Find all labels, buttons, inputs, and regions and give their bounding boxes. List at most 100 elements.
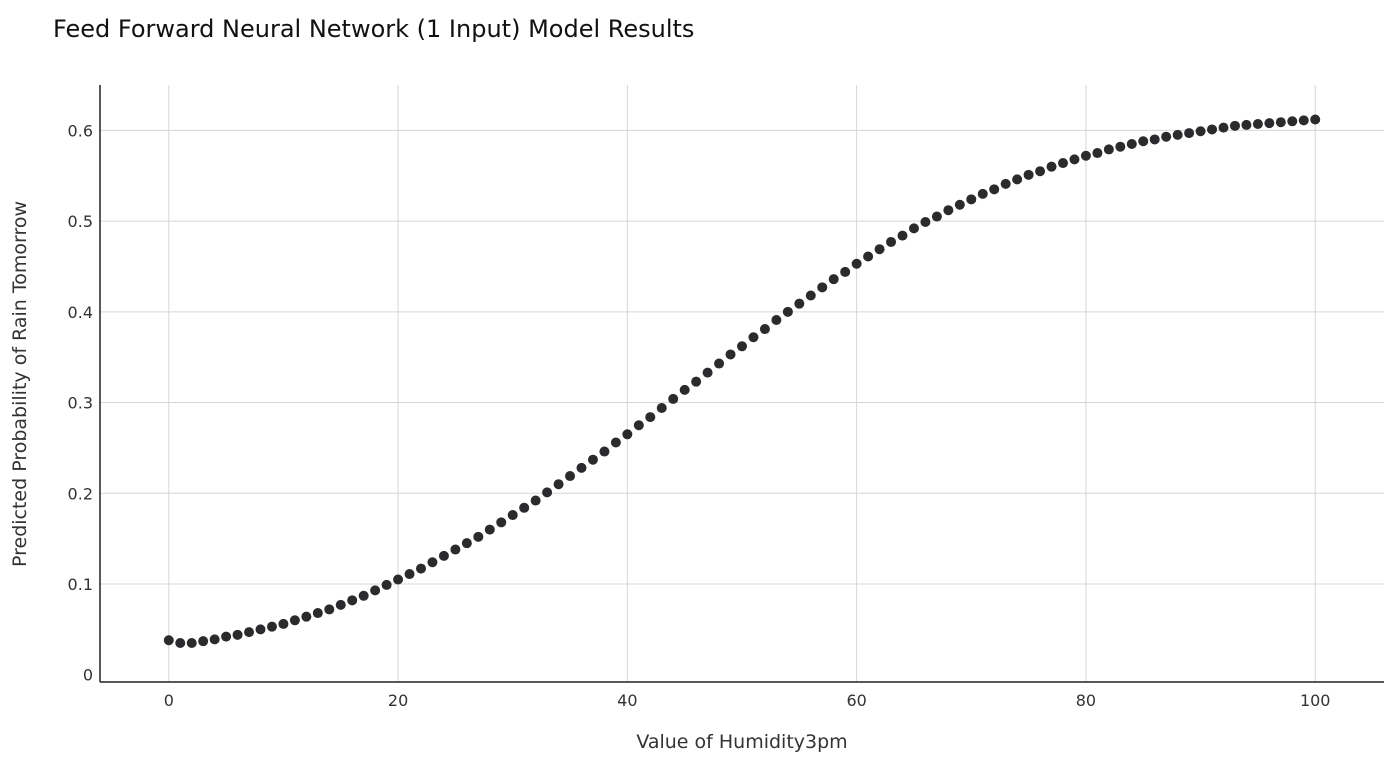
data-point: [324, 604, 335, 615]
data-point: [702, 367, 713, 378]
data-point: [232, 629, 243, 640]
data-point: [748, 332, 759, 343]
data-point: [255, 624, 266, 635]
data-point: [920, 217, 931, 228]
data-point: [633, 420, 644, 431]
data-point: [679, 384, 690, 395]
data-point: [977, 188, 988, 199]
data-point: [599, 446, 610, 457]
data-point: [1000, 178, 1011, 189]
data-point: [782, 306, 793, 317]
data-point: [1275, 117, 1286, 128]
data-point: [1310, 114, 1321, 125]
y-tick-label: 0.6: [68, 121, 93, 140]
data-point: [943, 205, 954, 216]
grid: [100, 85, 1384, 682]
data-point: [954, 199, 965, 210]
data-point: [759, 324, 770, 335]
data-point: [828, 274, 839, 285]
y-tick-label: 0.3: [68, 394, 93, 413]
data-point: [1264, 118, 1275, 129]
x-tick-label: 20: [388, 691, 408, 710]
data-point: [1035, 166, 1046, 177]
data-point: [186, 637, 197, 648]
data-point: [1252, 119, 1263, 130]
y-tick-label: 0.5: [68, 212, 93, 231]
data-point: [221, 631, 232, 642]
data-point: [209, 634, 220, 645]
data-point: [794, 298, 805, 309]
data-point: [645, 412, 656, 423]
data-point: [565, 471, 576, 482]
data-point: [1115, 141, 1126, 152]
data-point: [507, 510, 518, 521]
data-point: [622, 429, 633, 440]
data-point: [1080, 150, 1091, 161]
y-tick-label: 0.2: [68, 484, 93, 503]
data-point: [473, 531, 484, 542]
x-tick-label: 100: [1300, 691, 1331, 710]
data-point: [1046, 161, 1057, 172]
data-point: [335, 599, 346, 610]
data-point: [427, 557, 438, 568]
data-point: [668, 393, 679, 404]
data-point: [863, 251, 874, 262]
data-point: [656, 402, 667, 413]
data-point: [725, 349, 736, 360]
y-axis-title: Predicted Probability of Rain Tomorrow: [9, 201, 31, 567]
data-points: [163, 114, 1321, 648]
data-point: [897, 230, 908, 241]
data-point: [840, 266, 851, 277]
data-point: [1298, 115, 1309, 126]
y-tick-label: 0.4: [68, 303, 93, 322]
data-point: [610, 437, 621, 448]
data-point: [771, 314, 782, 325]
data-point: [381, 579, 392, 590]
data-point: [347, 595, 358, 606]
data-point: [737, 341, 747, 352]
data-point: [1287, 116, 1298, 127]
data-point: [587, 454, 598, 465]
y-tick-label: 0: [83, 666, 93, 685]
data-point: [1229, 120, 1240, 131]
x-tick-label: 0: [164, 691, 174, 710]
data-point: [805, 290, 816, 301]
data-point: [1126, 138, 1137, 149]
x-axis-title: Value of Humidity3pm: [636, 731, 847, 753]
data-point: [461, 538, 472, 549]
data-point: [289, 615, 300, 626]
data-point: [370, 585, 381, 596]
data-point: [416, 563, 426, 574]
data-point: [1241, 119, 1252, 130]
data-point: [1195, 126, 1206, 137]
data-point: [496, 517, 507, 528]
data-point: [404, 569, 415, 580]
data-point: [484, 524, 495, 535]
data-point: [1012, 174, 1023, 185]
data-point: [714, 358, 725, 369]
data-point: [301, 611, 312, 622]
data-point: [1207, 124, 1218, 135]
data-point: [244, 627, 255, 638]
y-tick-label: 0.1: [68, 575, 93, 594]
data-point: [1161, 131, 1172, 142]
data-point: [989, 184, 1000, 195]
data-point: [312, 608, 323, 619]
data-point: [691, 376, 702, 387]
data-point: [874, 244, 885, 255]
x-tick-label: 80: [1076, 691, 1096, 710]
data-point: [450, 544, 461, 555]
data-point: [1023, 169, 1034, 180]
data-point: [851, 258, 862, 269]
data-point: [530, 495, 541, 506]
data-point: [266, 621, 277, 632]
data-point: [175, 637, 186, 648]
data-point: [817, 282, 828, 293]
data-point: [1138, 136, 1149, 147]
tick-labels: 0 20 40 60 80 100 0 0.1 0.2 0.3 0.4 0.5 0.6: [68, 121, 1331, 710]
data-point: [1092, 148, 1103, 159]
data-point: [966, 194, 977, 205]
data-point: [576, 462, 587, 473]
x-tick-label: 60: [846, 691, 866, 710]
